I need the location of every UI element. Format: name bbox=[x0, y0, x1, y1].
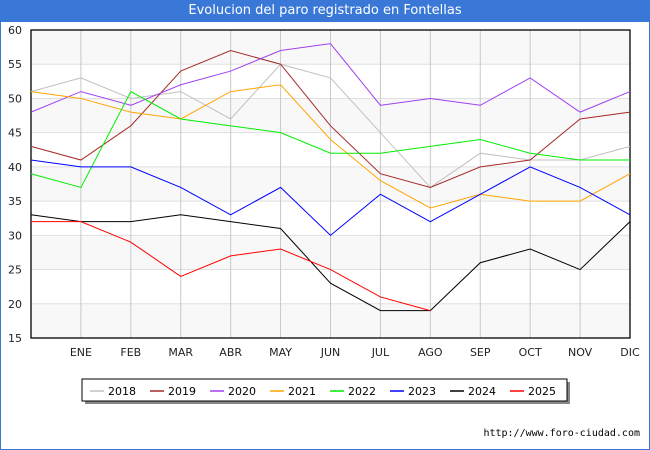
legend-label: 2020 bbox=[228, 385, 256, 398]
x-tick-label: OCT bbox=[519, 346, 542, 359]
legend-label: 2023 bbox=[408, 385, 436, 398]
series-line-2020 bbox=[30, 43, 631, 113]
x-tick-label: AGO bbox=[418, 346, 443, 359]
y-tick-label: 25 bbox=[8, 264, 22, 277]
y-tick-label: 20 bbox=[8, 298, 22, 311]
x-tick-label: DIC bbox=[620, 346, 640, 359]
footer-url[interactable]: http://www.foro-ciudad.com bbox=[483, 428, 640, 439]
x-tick-label: MAY bbox=[269, 346, 292, 359]
x-tick-label: ABR bbox=[219, 346, 242, 359]
y-tick-label: 55 bbox=[8, 58, 22, 71]
legend-label: 2021 bbox=[288, 385, 316, 398]
x-tick-label: ENE bbox=[70, 346, 92, 359]
legend bbox=[81, 378, 568, 402]
series-line-2025 bbox=[31, 221, 431, 312]
y-tick-label: 35 bbox=[8, 195, 22, 208]
x-tick-label: JUN bbox=[320, 346, 341, 359]
x-tick-label: JUL bbox=[371, 346, 390, 359]
legend-label: 2019 bbox=[168, 385, 196, 398]
chart-title: Evolucion del paro registrado en Fontell… bbox=[0, 0, 650, 22]
legend-label: 2018 bbox=[108, 385, 136, 398]
series-line-2021 bbox=[30, 84, 631, 209]
y-tick-label: 45 bbox=[8, 127, 22, 140]
y-tick-label: 60 bbox=[8, 24, 22, 37]
x-tick-label: NOV bbox=[568, 346, 593, 359]
legend-label: 2025 bbox=[528, 385, 556, 398]
plot-area bbox=[30, 29, 631, 339]
x-tick-label: MAR bbox=[168, 346, 193, 359]
legend-label: 2022 bbox=[348, 385, 376, 398]
x-tick-label: FEB bbox=[120, 346, 141, 359]
y-tick-label: 30 bbox=[8, 229, 22, 242]
y-tick-label: 40 bbox=[8, 161, 22, 174]
series-line-2019 bbox=[30, 50, 631, 188]
y-tick-label: 50 bbox=[8, 92, 22, 105]
series-line-2023 bbox=[30, 159, 631, 237]
legend-label: 2024 bbox=[468, 385, 496, 398]
series-line-2022 bbox=[30, 90, 630, 189]
series-line-2024 bbox=[30, 214, 631, 312]
y-tick-label: 15 bbox=[8, 332, 22, 345]
x-tick-label: SEP bbox=[470, 346, 491, 359]
